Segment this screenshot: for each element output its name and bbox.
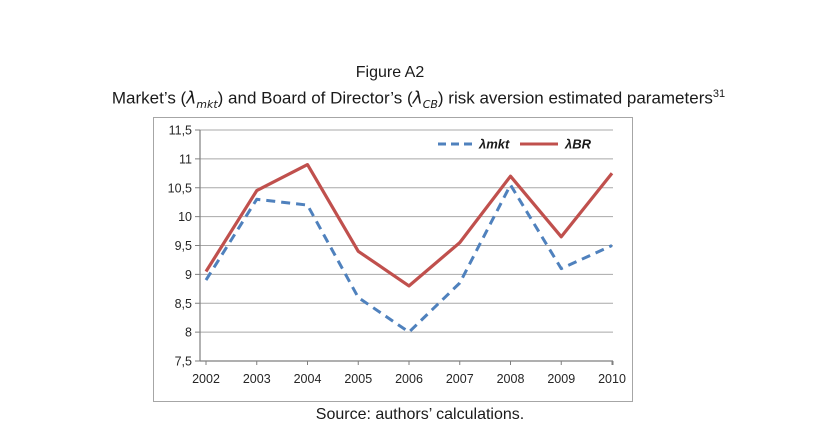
x-tick-label: 2007	[446, 372, 474, 386]
y-tick-label: 9,5	[175, 239, 192, 253]
x-tick-label: 2005	[344, 372, 372, 386]
lambda-cb-subscript: CB	[422, 98, 438, 112]
legend-label-λBR: λBR	[564, 137, 592, 152]
y-tick-label: 9	[185, 268, 192, 282]
lambda-mkt-subscript: mkt	[196, 98, 218, 112]
x-tick-label: 2008	[497, 372, 525, 386]
figure-title: Market’s (λmkt) and Board of Director’s …	[0, 88, 837, 111]
x-tick-label: 2004	[294, 372, 322, 386]
y-tick-label: 8,5	[175, 297, 192, 311]
x-tick-label: 2009	[547, 372, 575, 386]
y-tick-label: 11,5	[169, 124, 192, 138]
series-line-λmkt	[204, 183, 613, 334]
source-caption: Source: authors’ calculations.	[315, 406, 525, 423]
title-text-3: ) risk aversion estimated parameters	[437, 88, 713, 108]
title-text-2: ) and Board of Director’s (	[217, 88, 413, 108]
lambda-cb-symbol: λ	[412, 88, 423, 109]
legend-label-λmkt: λmkt	[478, 137, 510, 152]
x-tick-label: 2006	[395, 372, 423, 386]
figure-label: Figure A2	[355, 64, 425, 81]
x-tick-label: 2010	[598, 372, 626, 386]
title-footnote-superscript: 31	[712, 88, 726, 100]
line-chart-svg: 7,5 8 8,5 9 9,5 10 10,5 11 11,5 2002 2003 2004 2005 2…	[168, 124, 626, 387]
y-tick-label: 10	[178, 210, 192, 224]
y-tick-label: 7,5	[175, 355, 192, 369]
y-tick-label: 8	[185, 326, 192, 340]
x-tick-label: 2002	[192, 372, 220, 386]
series-line-λBR	[204, 162, 614, 288]
y-tick-label: 10,5	[168, 181, 192, 195]
title-text-1: Market’s (	[111, 88, 187, 108]
x-tick-label: 2003	[243, 372, 271, 386]
lambda-mkt-symbol: λ	[186, 88, 197, 109]
chart-area: 7,5 8 8,5 9 9,5 10 10,5 11 11,5 2002 2003 2004 2005 2…	[153, 117, 633, 402]
y-tick-label: 11	[179, 152, 192, 166]
